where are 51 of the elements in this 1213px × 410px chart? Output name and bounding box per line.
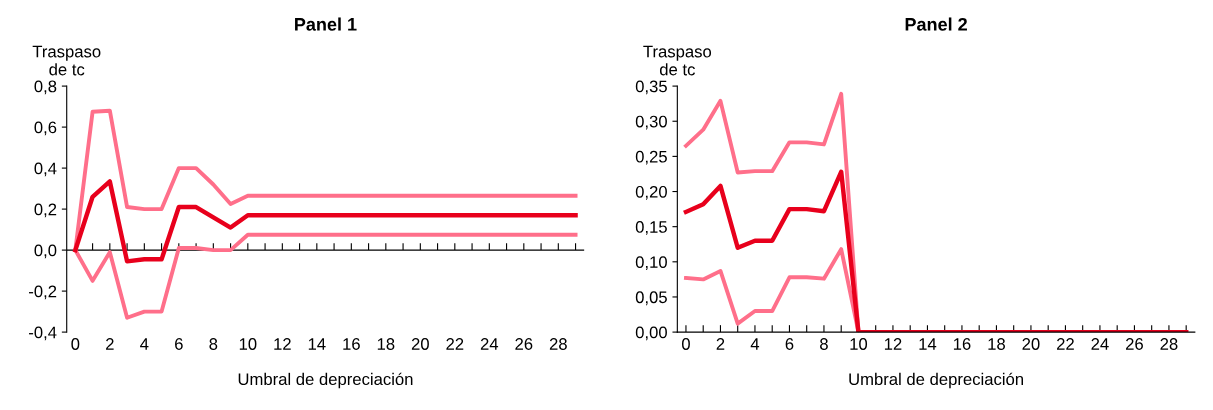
- x-tick-label: 8: [209, 338, 218, 350]
- x-tick-label: 14: [919, 338, 937, 350]
- y-tick-label: 0,05: [635, 291, 667, 306]
- x-tick-label: 18: [377, 338, 395, 350]
- y-tick-label: 0,35: [635, 80, 667, 95]
- x-tick-label: 26: [1126, 338, 1143, 350]
- x-tick-label: 6: [175, 338, 183, 350]
- y-tick-label: -0,4: [29, 326, 57, 341]
- x-tick-label: 22: [1057, 338, 1074, 350]
- x-tick-label: 0: [681, 338, 690, 350]
- y-tick-label: -0,2: [29, 285, 57, 300]
- chart-title: Panel 2: [905, 17, 967, 31]
- x-tick-label: 4: [140, 338, 149, 350]
- x-tick-label: 28: [549, 338, 567, 350]
- y-tick-label: 0,00: [635, 326, 667, 341]
- chart-title: Panel 1: [295, 17, 357, 31]
- y-tick-label: 0,4: [34, 162, 57, 177]
- x-tick-label: 10: [850, 338, 868, 350]
- y-tick-label: 0,2: [34, 203, 57, 218]
- x-tick-label: 24: [480, 338, 499, 350]
- x-tick-label: 4: [750, 338, 760, 350]
- x-tick-label: 22: [446, 338, 464, 350]
- y-tick-label: 0,30: [635, 115, 667, 130]
- x-tick-label: 28: [1160, 338, 1178, 350]
- x-tick-label: 24: [1091, 338, 1109, 350]
- x-tick-label: 14: [308, 338, 326, 350]
- y-axis-title: Traspaso de tc: [32, 45, 101, 76]
- x-tick-label: 12: [274, 338, 291, 350]
- y-axis-title: Traspaso de tc: [643, 45, 712, 76]
- x-tick-label: 0: [71, 338, 80, 350]
- x-tick-label: 26: [515, 338, 533, 350]
- y-tick-label: 0,10: [635, 256, 667, 270]
- x-tick-label: 12: [884, 338, 902, 350]
- x-axis-title: Umbral de depreciación: [238, 372, 413, 389]
- x-tick-label: 16: [953, 338, 971, 350]
- x-tick-label: 2: [716, 338, 725, 350]
- x-tick-label: 20: [411, 338, 429, 350]
- x-tick-label: 6: [785, 338, 794, 350]
- y-tick-label: 0,15: [635, 221, 667, 235]
- y-tick-label: 0,6: [34, 121, 57, 136]
- x-tick-label: 16: [343, 338, 360, 350]
- x-tick-label: 2: [106, 338, 114, 350]
- x-tick-label: 10: [239, 338, 257, 350]
- y-tick-label: 0,0: [34, 244, 57, 259]
- y-tick-label: 0,25: [635, 150, 667, 165]
- x-tick-label: 20: [1022, 338, 1040, 350]
- y-tick-label: 0,20: [635, 185, 667, 200]
- x-tick-label: 18: [988, 338, 1005, 350]
- x-axis-title: Umbral de depreciación: [849, 372, 1023, 389]
- y-tick-label: 0,8: [34, 80, 57, 95]
- x-tick-label: 8: [820, 338, 828, 350]
